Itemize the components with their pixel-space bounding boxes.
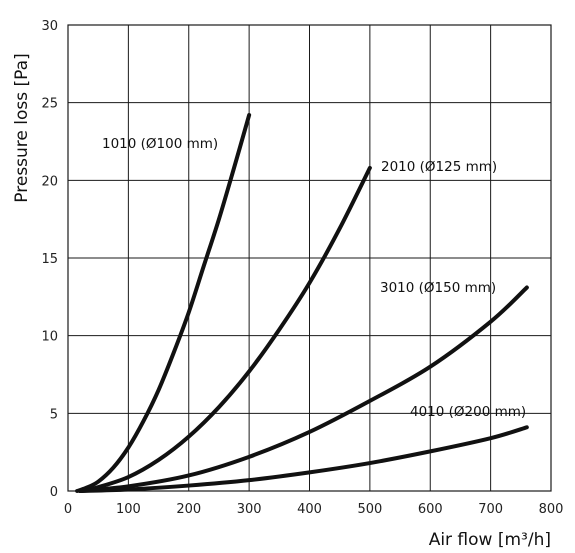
series-line-3010: [78, 285, 529, 493]
y-tick-label: 30: [41, 19, 58, 34]
x-tick-label: 300: [237, 502, 262, 517]
series-line-2010: [78, 165, 372, 493]
plot-area-frame: [67, 24, 552, 492]
y-tick-label: 20: [41, 174, 58, 189]
y-axis-title: Pressure loss [Pa]: [12, 53, 32, 202]
x-tick-label: 0: [64, 502, 72, 517]
series-label-1010: 1010 (Ø100 mm): [102, 136, 218, 152]
x-tick-label: 800: [539, 502, 564, 517]
grid: [68, 25, 551, 491]
x-tick-label: 100: [116, 502, 141, 517]
y-tick-label: 5: [50, 407, 58, 422]
x-tick-label: 200: [176, 502, 201, 517]
series-line-1010: [75, 113, 252, 493]
y-tick-label: 10: [41, 330, 58, 345]
x-axis-title: Air flow [m³/h]: [429, 530, 551, 550]
x-tick-label: 700: [478, 502, 503, 517]
x-tick-label: 600: [418, 502, 443, 517]
x-tick-label: 400: [297, 502, 322, 517]
y-tick-label: 0: [50, 485, 58, 500]
tick-labels: 0 100 200 300 400 500 600 700 800 0 5 10 15 20 25 30: [41, 19, 563, 517]
series-label-3010: 3010 (Ø150 mm): [380, 280, 496, 296]
series-group: [75, 113, 529, 493]
series-labels: 1010 (Ø100 mm) 2010 (Ø125 mm) 3010 (Ø150 m…: [102, 136, 526, 420]
series-label-2010: 2010 (Ø125 mm): [381, 159, 497, 175]
x-tick-label: 500: [357, 502, 382, 517]
series-label-4010: 4010 (Ø200 mm): [410, 404, 526, 420]
y-tick-label: 25: [41, 97, 58, 112]
y-tick-label: 15: [41, 252, 58, 267]
series-line-4010: [78, 425, 529, 493]
